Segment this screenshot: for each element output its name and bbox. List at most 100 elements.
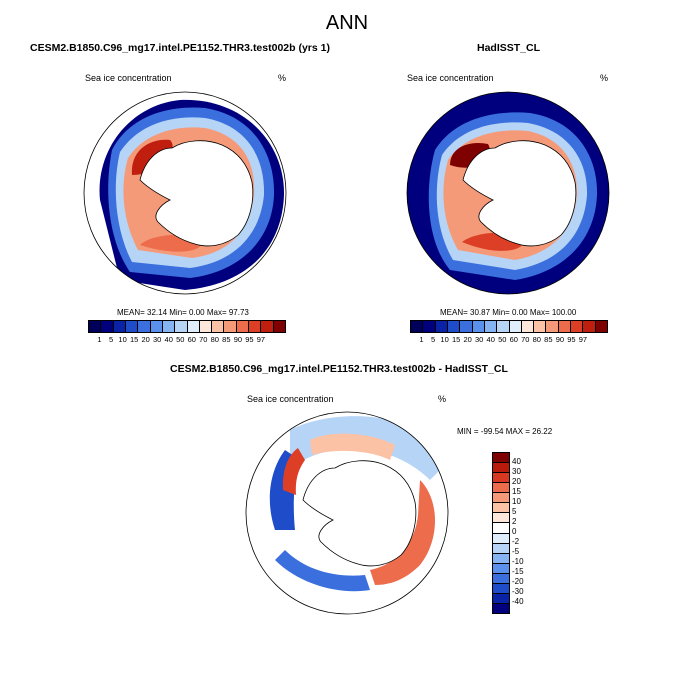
colorbar-tick-label: 30 bbox=[475, 335, 484, 344]
colorbar-cell bbox=[493, 543, 509, 554]
panel3-title: CESM2.B1850.C96_mg17.intel.PE1152.THR3.t… bbox=[170, 363, 508, 375]
colorbar-tick-label: 85 bbox=[544, 335, 553, 344]
colorbar-tick-label: -2 bbox=[512, 537, 520, 546]
colorbar-tick-label: 10 bbox=[440, 335, 449, 344]
panel3-continent bbox=[302, 460, 417, 567]
panel2-unit-label: % bbox=[600, 73, 609, 83]
colorbar-tick-label: 0 bbox=[512, 527, 517, 536]
colorbar-tick-label: 60 bbox=[509, 335, 518, 344]
colorbar-cell bbox=[273, 321, 285, 332]
colorbar-cell bbox=[493, 473, 509, 484]
panel2-stats: MEAN= 30.87 Min= 0.00 Max= 100.00 bbox=[440, 308, 577, 317]
colorbar-tick-label: -5 bbox=[512, 547, 520, 556]
colorbar-tick-label: 30 bbox=[512, 467, 521, 476]
colorbar-cell bbox=[435, 321, 448, 332]
colorbar-tick-label: 50 bbox=[498, 335, 507, 344]
colorbar-cell bbox=[460, 321, 473, 332]
panel1-stats: MEAN= 32.14 Min= 0.00 Max= 97.73 bbox=[117, 308, 249, 317]
colorbar-tick-label: 90 bbox=[555, 335, 565, 344]
colorbar-tick-label: 2 bbox=[512, 517, 517, 526]
panel2-colorbar-ticks: 1 5 10 15 20 30 40 50 60 70 80 85 90 95 97 bbox=[410, 335, 606, 345]
colorbar-tick-label: -40 bbox=[512, 597, 524, 606]
colorbar-tick-label: 15 bbox=[451, 335, 461, 344]
colorbar-cell bbox=[447, 321, 461, 332]
panel2-title: HadISST_CL bbox=[477, 42, 541, 54]
colorbar-cell bbox=[493, 583, 509, 594]
colorbar-cell bbox=[411, 321, 424, 332]
panel2-variable-label: Sea ice concentration bbox=[407, 73, 494, 83]
colorbar-cell bbox=[509, 321, 522, 332]
colorbar-tick-label: -30 bbox=[512, 587, 524, 596]
colorbar-cell bbox=[497, 321, 510, 332]
colorbar-tick-label: 15 bbox=[512, 487, 521, 496]
colorbar-tick-label: 85 bbox=[222, 335, 231, 344]
colorbar-cell bbox=[113, 321, 126, 332]
colorbar-cell bbox=[125, 321, 139, 332]
panel1-title: CESM2.B1850.C96_mg17.intel.PE1152.THR3.t… bbox=[30, 42, 330, 54]
colorbar-cell bbox=[493, 503, 509, 514]
colorbar-cell bbox=[249, 321, 262, 332]
colorbar-cell bbox=[493, 593, 509, 604]
colorbar-cell bbox=[493, 523, 509, 534]
colorbar-cell bbox=[546, 321, 559, 332]
colorbar-tick-label: 10 bbox=[118, 335, 127, 344]
colorbar-cell bbox=[212, 321, 225, 332]
colorbar-tick-label: 20 bbox=[512, 477, 521, 486]
panel3-colorbar bbox=[492, 452, 510, 614]
colorbar-cell bbox=[187, 321, 200, 332]
colorbar-cell bbox=[175, 321, 188, 332]
panel3-unit-label: % bbox=[438, 394, 447, 404]
panel3-stats: MIN = -99.54 MAX = 26.22 bbox=[457, 427, 553, 436]
colorbar-cell bbox=[224, 321, 237, 332]
colorbar-cell bbox=[493, 513, 509, 524]
panel1-unit-label: % bbox=[278, 73, 287, 83]
colorbar-cell bbox=[595, 321, 607, 332]
colorbar-cell bbox=[521, 321, 535, 332]
colorbar-tick-label: 70 bbox=[199, 335, 208, 344]
colorbar-tick-label: 20 bbox=[141, 335, 150, 344]
colorbar-cell bbox=[199, 321, 213, 332]
colorbar-cell bbox=[493, 463, 509, 474]
colorbar-tick-label: 5 bbox=[512, 507, 517, 516]
colorbar-cell bbox=[493, 603, 509, 613]
colorbar-tick-label: 40 bbox=[512, 457, 521, 466]
colorbar-cell bbox=[493, 483, 509, 494]
colorbar-tick-label: -15 bbox=[512, 567, 524, 576]
colorbar-tick-label: 10 bbox=[512, 497, 521, 506]
figure-title: ANN bbox=[325, 12, 369, 34]
colorbar-cell bbox=[493, 493, 509, 504]
panel3-colorbar-ticks: 40 30 20 15 10 5 2 0 -2 -5 -10 -15 -20 -30 -40 bbox=[512, 452, 552, 612]
panel2-continent bbox=[462, 140, 577, 247]
colorbar-cell bbox=[484, 321, 498, 332]
colorbar-tick-label: 95 bbox=[567, 335, 576, 344]
colorbar-tick-label: 70 bbox=[521, 335, 530, 344]
colorbar-cell bbox=[89, 321, 102, 332]
colorbar-cell bbox=[493, 533, 509, 544]
colorbar-tick-label: 5 bbox=[108, 335, 114, 344]
colorbar-cell bbox=[472, 321, 485, 332]
colorbar-cell bbox=[423, 321, 436, 332]
colorbar-tick-label: 60 bbox=[187, 335, 196, 344]
colorbar-tick-label: 50 bbox=[176, 335, 185, 344]
colorbar-tick-label: 15 bbox=[129, 335, 139, 344]
colorbar-tick-label: -20 bbox=[512, 577, 524, 586]
colorbar-cell bbox=[493, 573, 509, 584]
colorbar-cell bbox=[534, 321, 547, 332]
colorbar-tick-label: 5 bbox=[430, 335, 436, 344]
colorbar-tick-label: 1 bbox=[419, 335, 424, 344]
colorbar-cell bbox=[493, 553, 509, 564]
panel1-variable-label: Sea ice concentration bbox=[85, 73, 172, 83]
colorbar-tick-label: 1 bbox=[97, 335, 102, 344]
colorbar-cell bbox=[236, 321, 250, 332]
colorbar-tick-label: 97 bbox=[256, 335, 266, 344]
colorbar-cell bbox=[493, 453, 509, 464]
colorbar-cell bbox=[101, 321, 114, 332]
panel3-variable-label: Sea ice concentration bbox=[247, 394, 334, 404]
colorbar-tick-label: 30 bbox=[153, 335, 162, 344]
colorbar-cell bbox=[150, 321, 163, 332]
colorbar-tick-label: 95 bbox=[245, 335, 254, 344]
colorbar-tick-label: 90 bbox=[233, 335, 243, 344]
colorbar-tick-label: 97 bbox=[578, 335, 588, 344]
colorbar-tick-label: 40 bbox=[486, 335, 495, 344]
